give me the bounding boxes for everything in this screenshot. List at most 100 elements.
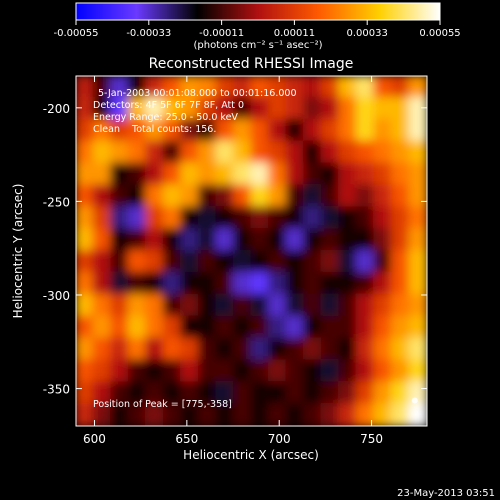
heatmap-cell — [320, 162, 341, 187]
heatmap-cell — [285, 96, 306, 121]
heatmap-cell — [373, 96, 393, 121]
heatmap-cell — [355, 250, 376, 274]
heatmap-cell — [390, 162, 411, 187]
heatmap-cell — [268, 96, 288, 121]
heatmap-cell — [250, 337, 271, 362]
heatmap-cell — [215, 403, 235, 426]
heatmap-cell — [197, 162, 218, 187]
colorbar-ticks: -0.00055 -0.00033 -0.00011 0.00011 0.00033 0.… — [54, 20, 461, 39]
info-line-energy: Energy Range: 25.0 - 50.0 keV — [93, 112, 238, 123]
heatmap-cell — [320, 293, 341, 318]
heatmap-cell — [355, 228, 376, 252]
heatmap-cell — [303, 162, 323, 187]
heatmap-cell — [92, 140, 113, 165]
heatmap-cell — [320, 76, 341, 99]
heatmap-cell — [76, 250, 95, 274]
heatmap-cell — [232, 140, 253, 165]
heatmap-cell — [355, 293, 376, 318]
heatmap-cell — [268, 271, 288, 296]
heatmap-cell — [373, 271, 393, 296]
heatmap-cell — [232, 315, 253, 340]
heatmap-cell — [232, 250, 253, 274]
heatmap-cell — [250, 228, 271, 252]
heatmap-cell — [250, 140, 271, 165]
colorbar-tick-label: -0.00055 — [54, 28, 99, 39]
heatmap-cell — [92, 228, 113, 252]
heatmap-cell — [250, 118, 271, 143]
heatmap-cell — [127, 337, 148, 362]
heatmap-cell — [373, 206, 393, 231]
heatmap-cell — [320, 315, 341, 340]
y-tick-label: -300 — [43, 289, 70, 303]
heatmap-cell — [250, 96, 271, 121]
heatmap-cell — [145, 403, 165, 426]
heatmap-cell — [355, 315, 376, 340]
heatmap-cell — [268, 184, 288, 209]
heatmap-cell — [390, 76, 411, 99]
heatmap-cell — [338, 293, 358, 318]
heatmap-cell — [303, 381, 323, 406]
heatmap-cell — [355, 271, 376, 296]
heatmap-cell — [110, 315, 130, 340]
heatmap-cell — [285, 140, 306, 165]
heatmap-cell — [197, 315, 218, 340]
heatmap-cell — [76, 76, 95, 99]
heatmap-cell — [127, 162, 148, 187]
heatmap-cell — [232, 184, 253, 209]
heatmap-cell — [390, 271, 411, 296]
heatmap-cell — [320, 228, 341, 252]
heatmap-cell — [285, 359, 306, 384]
heatmap-cell — [250, 359, 271, 384]
heatmap-cell — [338, 96, 358, 121]
heatmap-cell — [232, 206, 253, 231]
heatmap-cell — [162, 118, 183, 143]
heatmap-cell — [127, 293, 148, 318]
heatmap-cell — [373, 403, 393, 426]
heatmap-cell — [215, 184, 235, 209]
heatmap-cell — [162, 337, 183, 362]
heatmap — [76, 76, 427, 426]
heatmap-cell — [268, 293, 288, 318]
heatmap-cell — [110, 206, 130, 231]
heatmap-cell — [320, 184, 341, 209]
heatmap-cell — [92, 162, 113, 187]
heatmap-cell — [110, 76, 130, 99]
heatmap-cell — [232, 403, 253, 426]
heatmap-cell — [215, 96, 235, 121]
heatmap-cell — [285, 293, 306, 318]
heatmap-cell — [127, 271, 148, 296]
heatmap-cell — [127, 96, 148, 121]
heatmap-cell — [197, 96, 218, 121]
info-line-time: 5-Jan-2003 00:01:08.000 to 00:01:16.000 — [98, 88, 296, 99]
heatmap-cell — [390, 140, 411, 165]
heatmap-cell — [215, 206, 235, 231]
colorbar: -0.00055 -0.00033 -0.00011 0.00011 0.00033 0.… — [54, 2, 461, 51]
heatmap-cell — [197, 184, 218, 209]
heatmap-cell — [285, 184, 306, 209]
heatmap-cell — [145, 359, 165, 384]
heatmap-cell — [320, 206, 341, 231]
heatmap-cell — [76, 140, 95, 165]
heatmap-cell — [373, 140, 393, 165]
heatmap-cell — [338, 162, 358, 187]
heatmap-cell — [268, 76, 288, 99]
heatmap-cell — [338, 359, 358, 384]
heatmap-cell — [268, 403, 288, 426]
heatmap-cell — [180, 315, 200, 340]
heatmap-cell — [76, 118, 95, 143]
heatmap-cell — [110, 96, 130, 121]
heatmap-cell — [145, 293, 165, 318]
heatmap-cell — [408, 206, 427, 231]
heatmap-cell — [390, 184, 411, 209]
colorbar-tick-label: 0.00011 — [274, 28, 315, 39]
heatmap-cell — [145, 162, 165, 187]
heatmap-cell — [390, 381, 411, 406]
heatmap-cell — [338, 140, 358, 165]
heatmap-cell — [145, 381, 165, 406]
heatmap-cell — [162, 140, 183, 165]
heatmap-cell — [408, 315, 427, 340]
heatmap-cell — [92, 293, 113, 318]
heatmap-cell — [127, 359, 148, 384]
heatmap-cell — [408, 337, 427, 362]
heatmap-cell — [232, 228, 253, 252]
